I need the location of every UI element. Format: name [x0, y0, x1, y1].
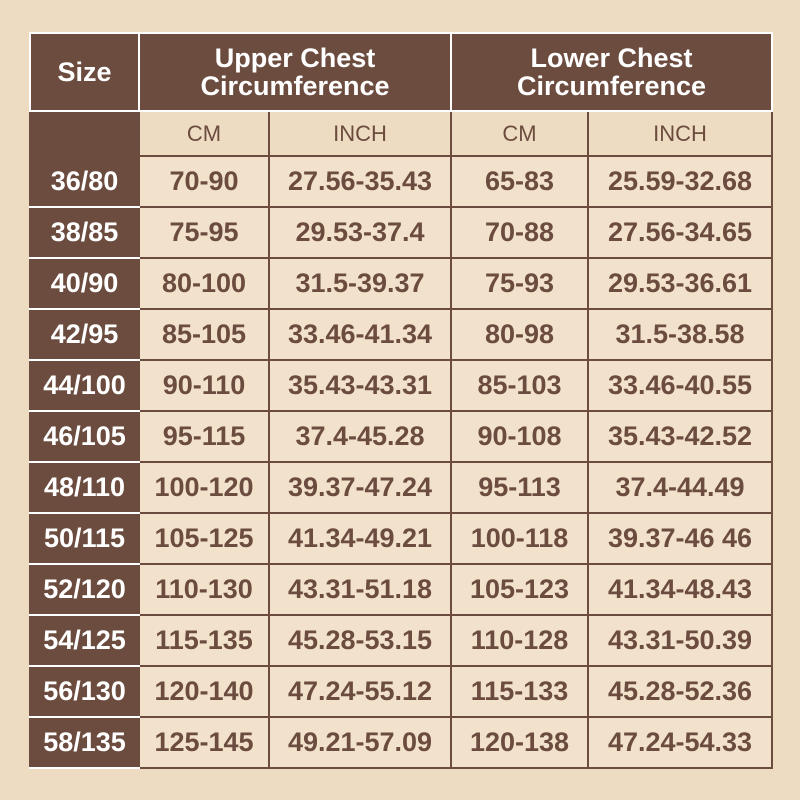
lower-inch-cell: 25.59-32.68	[587, 155, 774, 208]
lower-inch-cell: 39.37-46 46	[587, 512, 774, 565]
table-row: 42/95 85-105 33.46-41.34 80-98 31.5-38.58	[29, 308, 774, 361]
upper-inch-cell: 37.4-45.28	[267, 410, 453, 463]
lower-cm-cell: 80-98	[450, 308, 590, 361]
lower-cm-cell: 120-138	[450, 716, 590, 769]
size-cell: 48/110	[29, 461, 140, 514]
table-row: 46/105 95-115 37.4-45.28 90-108 35.43-42.52	[29, 410, 774, 463]
upper-cm-cell: 120-140	[138, 665, 270, 718]
upper-cm-cell: 115-135	[138, 614, 270, 667]
lower-inch-cell: 43.31-50.39	[587, 614, 774, 667]
lower-cm-cell: 65-83	[450, 155, 590, 208]
size-chart-table: Size Upper Chest Circumference Lower Che…	[29, 32, 774, 769]
lower-cm-cell: 105-123	[450, 563, 590, 616]
lower-inch-cell: 37.4-44.49	[587, 461, 774, 514]
size-cell: 52/120	[29, 563, 140, 616]
upper-cm-cell: 85-105	[138, 308, 270, 361]
lower-cm-cell: 75-93	[450, 257, 590, 310]
size-cell: 46/105	[29, 410, 140, 463]
upper-cm-cell: 125-145	[138, 716, 270, 769]
table-row: 36/80 70-90 27.56-35.43 65-83 25.59-32.68	[29, 155, 774, 208]
lower-cm-cell: 70-88	[450, 206, 590, 259]
upper-inch-cell: 29.53-37.4	[267, 206, 453, 259]
upper-cm-cell: 100-120	[138, 461, 270, 514]
upper-inch-cell: 47.24-55.12	[267, 665, 453, 718]
upper-cm-cell: 70-90	[138, 155, 270, 208]
upper-inch-cell: 31.5-39.37	[267, 257, 453, 310]
lower-inch-cell: 27.56-34.65	[587, 206, 774, 259]
lower-cm-cell: 100-118	[450, 512, 590, 565]
upper-cm-cell: 90-110	[138, 359, 270, 412]
table-row: 56/130 120-140 47.24-55.12 115-133 45.28-52.…	[29, 665, 774, 718]
size-header: Size	[29, 32, 140, 112]
size-cell: 50/115	[29, 512, 140, 565]
lower-inch-cell: 31.5-38.58	[587, 308, 774, 361]
lower-inch-cell: 41.34-48.43	[587, 563, 774, 616]
upper-inch-cell: 33.46-41.34	[267, 308, 453, 361]
table-row: 52/120 110-130 43.31-51.18 105-123 41.34-48.…	[29, 563, 774, 616]
table-row: 58/135 125-145 49.21-57.09 120-138 47.24-54.…	[29, 716, 774, 769]
size-cell: 36/80	[29, 155, 140, 208]
size-cell: 38/85	[29, 206, 140, 259]
upper-inch-cell: 45.28-53.15	[267, 614, 453, 667]
upper-inch-cell: 41.34-49.21	[267, 512, 453, 565]
size-subheader-blank	[29, 110, 140, 157]
size-cell: 42/95	[29, 308, 140, 361]
upper-inch-cell: 39.37-47.24	[267, 461, 453, 514]
upper-cm-cell: 80-100	[138, 257, 270, 310]
upper-inch-cell: 35.43-43.31	[267, 359, 453, 412]
table-row: 40/90 80-100 31.5-39.37 75-93 29.53-36.61	[29, 257, 774, 310]
table-row: 54/125 115-135 45.28-53.15 110-128 43.31-50.…	[29, 614, 774, 667]
upper-cm-cell: 95-115	[138, 410, 270, 463]
upper-inch-cell: 49.21-57.09	[267, 716, 453, 769]
lower-inch-cell: 47.24-54.33	[587, 716, 774, 769]
table-row: 50/115 105-125 41.34-49.21 100-118 39.37-46 …	[29, 512, 774, 565]
upper-inch-cell: 27.56-35.43	[267, 155, 453, 208]
upper-cm-cell: 105-125	[138, 512, 270, 565]
lower-cm-cell: 85-103	[450, 359, 590, 412]
table-row: 48/110 100-120 39.37-47.24 95-113 37.4-44.49	[29, 461, 774, 514]
upper-chest-header: Upper Chest Circumference	[137, 32, 453, 112]
lower-cm-cell: 90-108	[450, 410, 590, 463]
lower-inch-cell: 29.53-36.61	[587, 257, 774, 310]
table-row: 38/85 75-95 29.53-37.4 70-88 27.56-34.65	[29, 206, 774, 259]
lower-inch-cell: 45.28-52.36	[587, 665, 774, 718]
size-cell: 44/100	[29, 359, 140, 412]
upper-cm-cell: 75-95	[138, 206, 270, 259]
size-cell: 54/125	[29, 614, 140, 667]
upper-cm-header: CM	[138, 110, 270, 157]
table-row: 44/100 90-110 35.43-43.31 85-103 33.46-40.55	[29, 359, 774, 412]
size-cell: 56/130	[29, 665, 140, 718]
size-cell: 58/135	[29, 716, 140, 769]
lower-cm-cell: 115-133	[450, 665, 590, 718]
size-cell: 40/90	[29, 257, 140, 310]
lower-inch-header: INCH	[587, 110, 774, 157]
upper-inch-cell: 43.31-51.18	[267, 563, 453, 616]
lower-cm-header: CM	[450, 110, 590, 157]
lower-cm-cell: 110-128	[450, 614, 590, 667]
upper-cm-cell: 110-130	[138, 563, 270, 616]
lower-cm-cell: 95-113	[450, 461, 590, 514]
lower-inch-cell: 35.43-42.52	[587, 410, 774, 463]
lower-chest-header: Lower Chest Circumference	[450, 32, 774, 112]
lower-inch-cell: 33.46-40.55	[587, 359, 774, 412]
upper-inch-header: INCH	[267, 110, 453, 157]
